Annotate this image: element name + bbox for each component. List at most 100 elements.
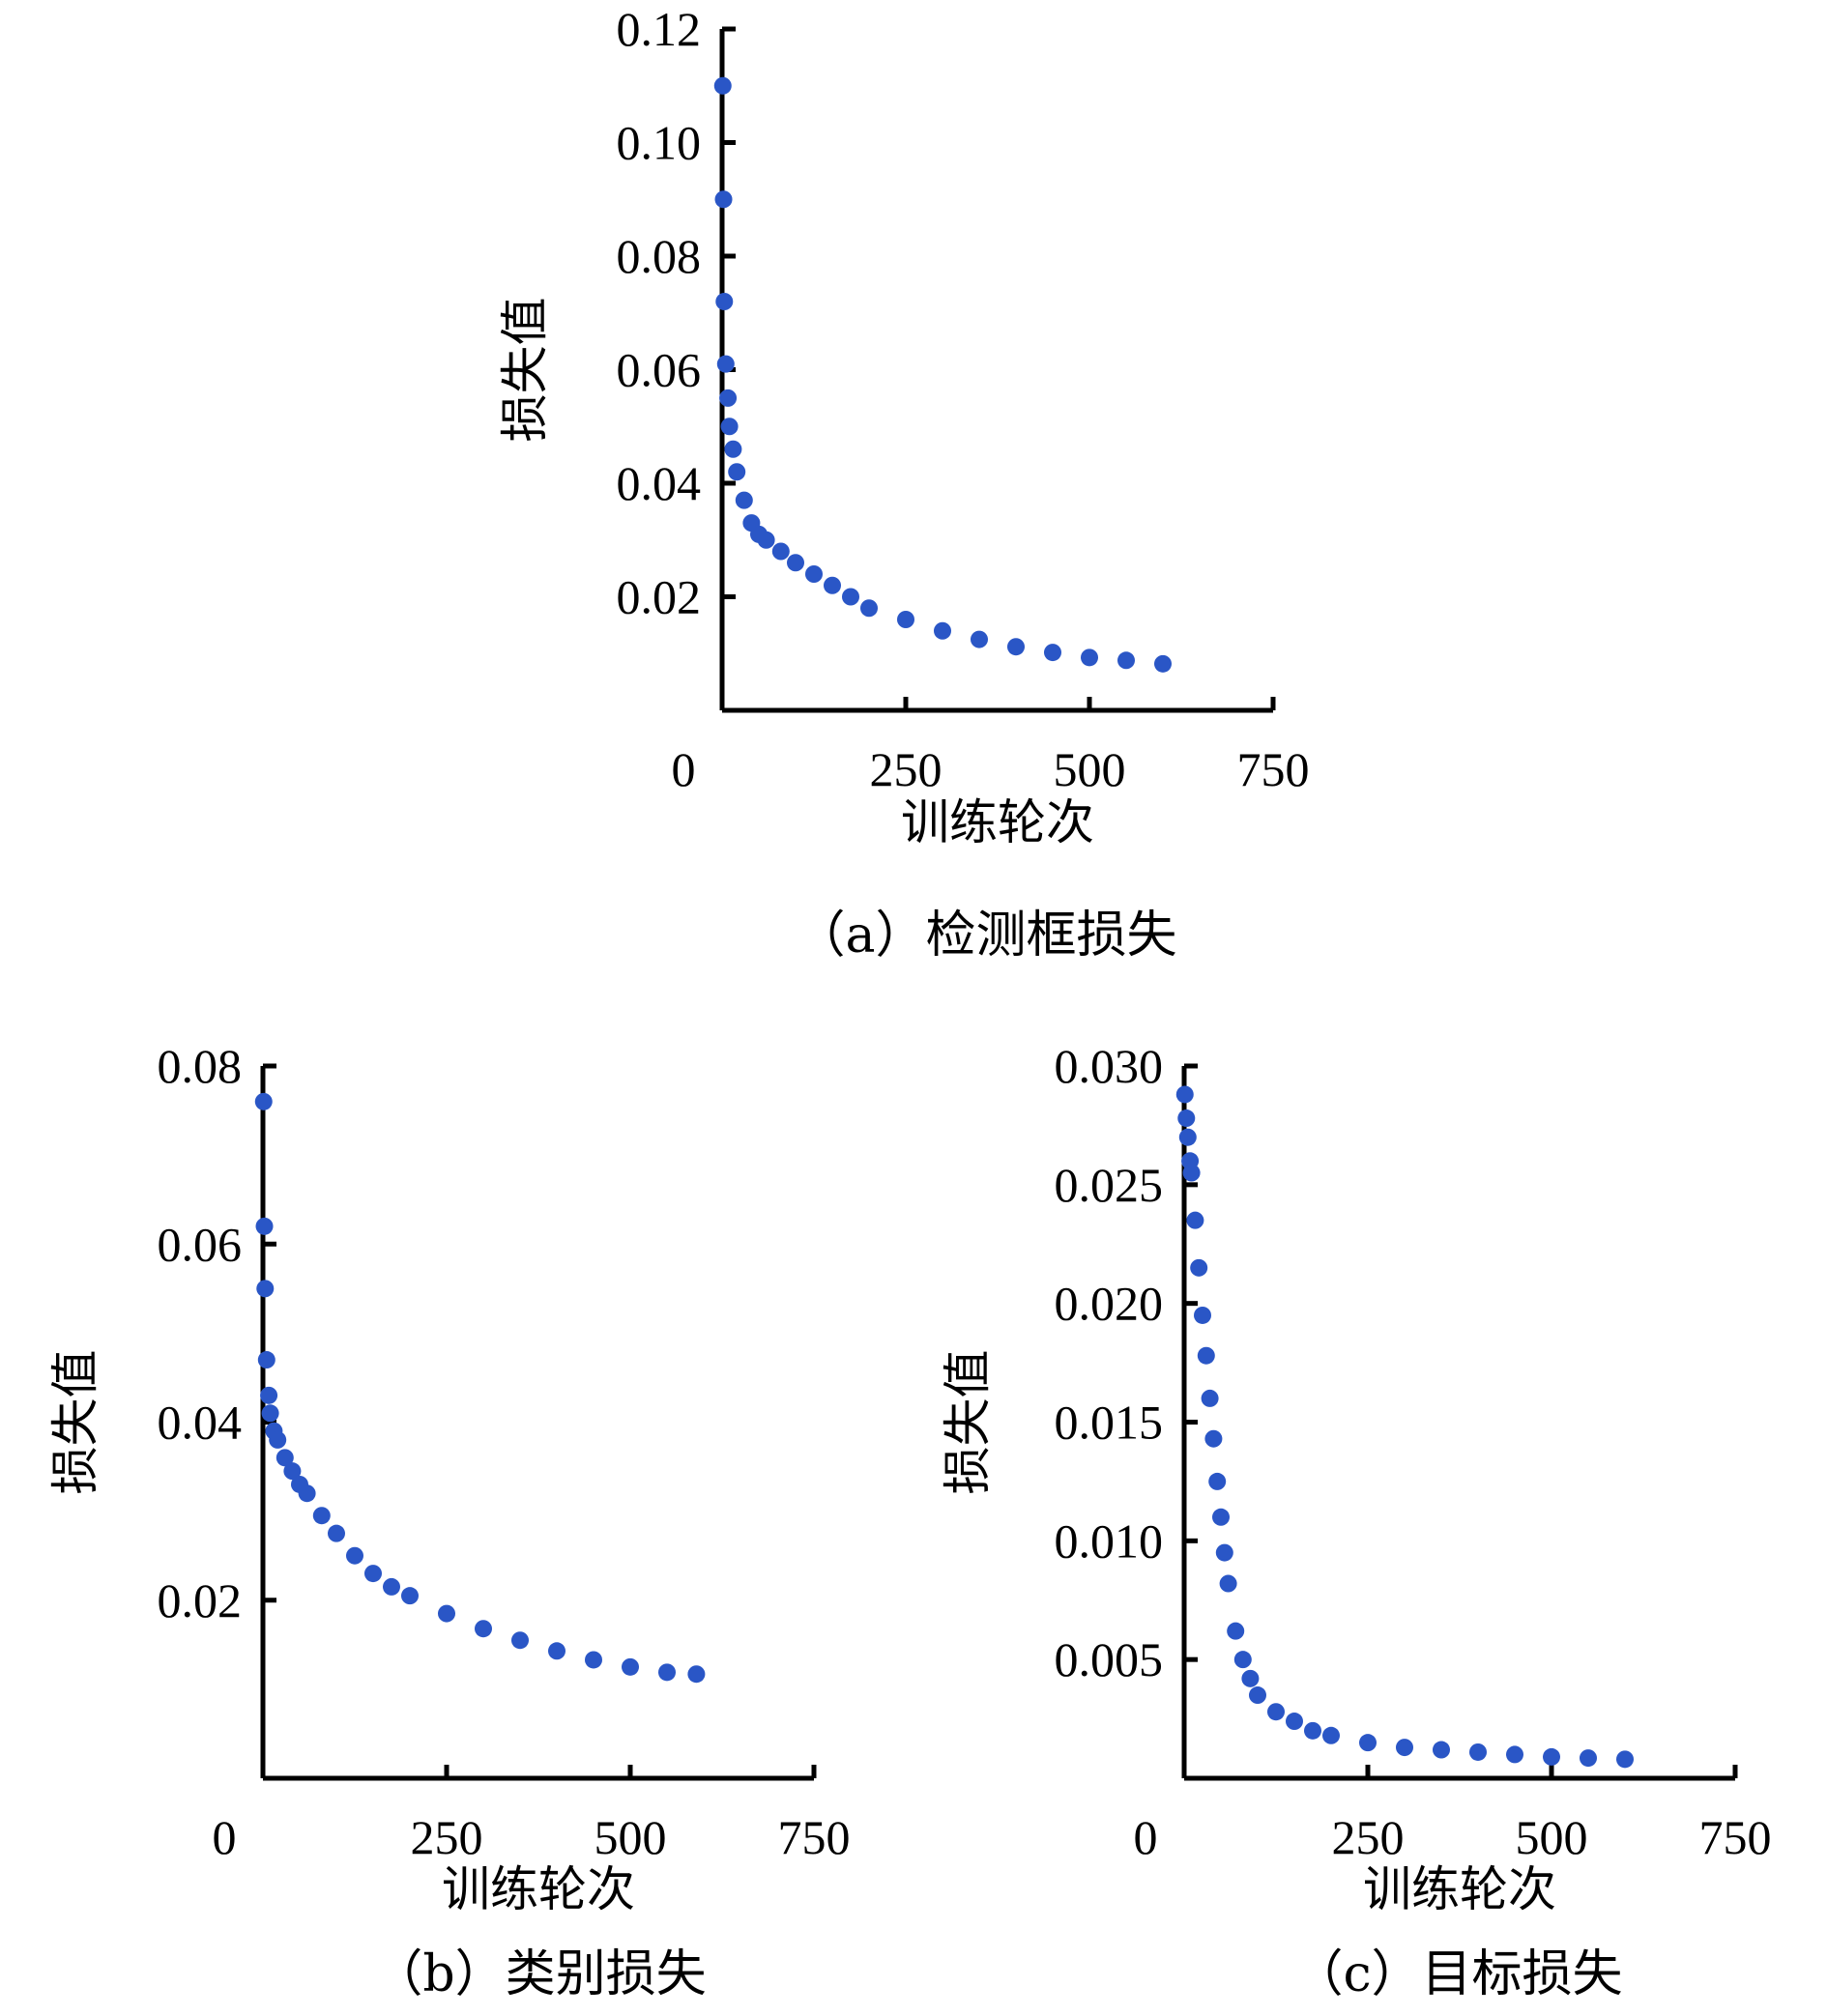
data-point xyxy=(687,1665,706,1684)
data-point xyxy=(1208,1472,1227,1490)
data-point xyxy=(714,190,733,209)
data-point xyxy=(548,1642,566,1660)
data-point xyxy=(346,1546,363,1565)
x-axis-title: 训练轮次 xyxy=(442,1861,635,1917)
data-point xyxy=(824,576,841,594)
data-point xyxy=(1249,1686,1266,1705)
x-tick-label: 750 xyxy=(778,1810,851,1864)
x-tick-label: 250 xyxy=(411,1810,483,1864)
y-tick-label: 0.015 xyxy=(1055,1396,1164,1450)
data-point xyxy=(298,1484,316,1503)
x-tick-label: 750 xyxy=(1237,742,1310,796)
y-tick-label: 0.02 xyxy=(617,570,702,624)
data-point xyxy=(719,389,738,407)
y-tick-label: 0.12 xyxy=(617,2,702,56)
data-point xyxy=(787,554,804,572)
y-tick-label: 0.010 xyxy=(1055,1513,1164,1568)
y-tick-label: 0.08 xyxy=(158,1039,243,1093)
y-tick-label: 0.005 xyxy=(1055,1632,1164,1686)
panel-object-loss: 0.030 0.025 0.020 0.015 0.010 0.005 0 250 500 750… xyxy=(940,1039,1772,2003)
data-point xyxy=(269,1430,287,1449)
data-point xyxy=(257,1351,276,1369)
data-point xyxy=(364,1565,382,1583)
y-tick-label: 0.04 xyxy=(158,1396,243,1450)
data-point xyxy=(757,531,775,549)
data-point xyxy=(1044,644,1061,662)
y-tick-label: 0.020 xyxy=(1055,1277,1164,1331)
data-point xyxy=(1201,1389,1219,1407)
x-axis-title: 训练轮次 xyxy=(1363,1861,1556,1917)
data-point xyxy=(1219,1574,1237,1593)
data-point xyxy=(254,1092,273,1110)
panel-caption: （c）目标损失 xyxy=(1292,1945,1622,2003)
data-point xyxy=(1322,1726,1340,1744)
panel-box-loss: 0.12 0.10 0.08 0.06 0.04 0.02 0 250 500 750 损失值训练轮… xyxy=(497,2,1310,965)
data-point xyxy=(1186,1211,1204,1229)
x-tick-label: 0 xyxy=(213,1810,237,1864)
y-tick-label: 0.02 xyxy=(158,1573,243,1627)
x-tick-label: 500 xyxy=(1516,1810,1588,1864)
x-tick-label: 500 xyxy=(1054,742,1126,796)
data-point xyxy=(261,1404,279,1423)
data-point xyxy=(401,1587,419,1605)
x-tick-label: 500 xyxy=(594,1810,667,1864)
data-point xyxy=(255,1217,274,1235)
x-tick-label: 750 xyxy=(1699,1810,1772,1864)
data-point xyxy=(1177,1109,1196,1128)
data-point xyxy=(1304,1721,1321,1740)
data-point xyxy=(1396,1739,1413,1757)
x-tick-label: 250 xyxy=(1332,1810,1405,1864)
data-point xyxy=(1469,1742,1487,1761)
data-point xyxy=(585,1651,602,1669)
y-tick-label: 0.06 xyxy=(158,1217,243,1271)
data-point xyxy=(1007,638,1025,656)
data-point xyxy=(1190,1258,1208,1277)
data-point xyxy=(1215,1543,1233,1562)
x-axis-title: 训练轮次 xyxy=(901,794,1094,850)
data-point xyxy=(1197,1346,1215,1365)
data-point xyxy=(328,1524,345,1542)
data-point xyxy=(1241,1669,1260,1687)
data-point xyxy=(622,1657,639,1676)
data-point xyxy=(475,1620,492,1638)
y-tick-label: 0.025 xyxy=(1055,1158,1164,1212)
y-tick-label: 0.10 xyxy=(617,116,702,170)
data-point xyxy=(276,1449,294,1467)
y-tick-label: 0.08 xyxy=(617,229,702,283)
y-tick-label: 0.04 xyxy=(617,456,702,510)
x-tick-label: 0 xyxy=(672,742,696,796)
data-point xyxy=(771,542,790,561)
data-point xyxy=(805,565,823,583)
y-axis-title: 损失值 xyxy=(47,1350,103,1495)
data-point xyxy=(720,418,739,436)
data-point xyxy=(256,1280,275,1298)
data-point xyxy=(1543,1747,1560,1766)
data-point xyxy=(260,1386,278,1404)
data-point xyxy=(1227,1622,1245,1640)
data-point xyxy=(715,293,734,310)
data-point xyxy=(1154,654,1172,673)
y-axis-title: 损失值 xyxy=(940,1350,996,1495)
data-point xyxy=(1506,1745,1523,1764)
x-tick-label: 0 xyxy=(1134,1810,1158,1864)
data-point xyxy=(1182,1164,1201,1182)
data-point xyxy=(1433,1741,1450,1759)
data-point xyxy=(735,491,753,509)
data-point xyxy=(1204,1429,1223,1448)
data-point xyxy=(283,1462,302,1481)
data-point xyxy=(1616,1750,1634,1769)
data-point xyxy=(1212,1508,1230,1526)
data-point xyxy=(1286,1713,1303,1731)
data-point xyxy=(383,1577,400,1596)
data-point xyxy=(1580,1749,1597,1768)
data-point xyxy=(1233,1651,1252,1669)
data-point xyxy=(728,463,746,481)
y-tick-label: 0.06 xyxy=(617,343,702,397)
data-point xyxy=(1359,1734,1377,1752)
data-point xyxy=(716,355,735,373)
data-point xyxy=(1178,1128,1197,1146)
data-point xyxy=(934,621,951,640)
data-point xyxy=(897,611,914,628)
